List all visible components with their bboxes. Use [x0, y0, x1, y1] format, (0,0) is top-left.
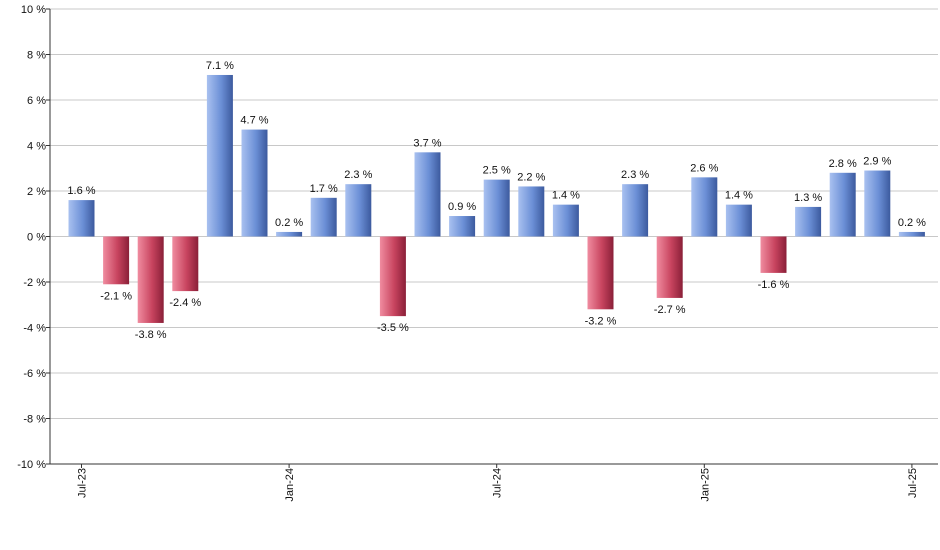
- data-label: 2.3 %: [344, 169, 372, 181]
- y-tick-label: 2 %: [27, 186, 46, 198]
- y-tick-label: 4 %: [27, 141, 46, 153]
- bar: [414, 152, 441, 237]
- data-label: 1.4 %: [552, 190, 580, 202]
- data-labels: 1.6 % -2.1 % -3.8 % -2.4 % 7.1 % 4.7 % 0.2 % 1.…: [67, 60, 926, 341]
- data-label: 2.6 %: [690, 162, 718, 174]
- data-label: 2.5 %: [483, 165, 511, 177]
- x-tick-label: Jul-24: [492, 468, 504, 498]
- bar: [795, 206, 822, 237]
- y-tick-label: -10 %: [17, 459, 46, 471]
- data-label: 1.4 %: [725, 190, 753, 202]
- bar: [241, 129, 268, 237]
- bars: [68, 74, 925, 323]
- bar: [656, 236, 683, 298]
- data-label: 2.3 %: [621, 169, 649, 181]
- bar: [725, 204, 752, 237]
- x-tick-label: Jul-23: [77, 468, 89, 498]
- bar: [345, 184, 372, 237]
- bar: [552, 204, 579, 237]
- bar: [587, 236, 614, 310]
- data-label: -3.5 %: [377, 322, 409, 334]
- axes: 10 % 8 % 6 % 4 % 2 % 0 % -2 % -4 % -6 % -8 % -10 %…: [17, 4, 938, 502]
- bar: [449, 216, 476, 237]
- y-tick-label: -4 %: [23, 323, 46, 335]
- data-label: 2.8 %: [829, 158, 857, 170]
- data-label: -2.4 %: [169, 297, 201, 309]
- data-label: -3.2 %: [585, 315, 617, 327]
- data-label: 7.1 %: [206, 60, 234, 72]
- y-tick-label: -8 %: [23, 414, 46, 426]
- data-label: 2.9 %: [863, 156, 891, 168]
- data-label: -1.6 %: [758, 279, 790, 291]
- bar: [622, 184, 649, 237]
- bar: [379, 236, 406, 317]
- bar: [310, 197, 337, 237]
- y-tick-label: 8 %: [27, 50, 46, 62]
- data-label: 1.6 %: [67, 185, 95, 197]
- bar: [864, 170, 891, 237]
- bar: [206, 74, 233, 237]
- data-label: 4.7 %: [240, 115, 268, 127]
- y-tick-label: 6 %: [27, 95, 46, 107]
- bar: [103, 236, 130, 285]
- data-label: 1.3 %: [794, 192, 822, 204]
- y-tick-label: 0 %: [27, 232, 46, 244]
- data-label: -3.8 %: [135, 329, 167, 341]
- x-tick-label: Jan-24: [284, 468, 296, 502]
- y-tick-label: -6 %: [23, 368, 46, 380]
- bar: [172, 236, 199, 292]
- data-label: 3.7 %: [413, 137, 441, 149]
- bar: [898, 231, 925, 237]
- bar: [483, 179, 510, 237]
- data-label: -2.7 %: [654, 304, 686, 316]
- data-label: 0.2 %: [898, 217, 926, 229]
- bar: [518, 186, 545, 237]
- bar: [691, 177, 718, 237]
- y-tick-label: -2 %: [23, 277, 46, 289]
- y-tick-label: 10 %: [21, 4, 46, 16]
- data-label: -2.1 %: [100, 290, 132, 302]
- data-label: 0.9 %: [448, 201, 476, 213]
- bar: [760, 236, 787, 273]
- data-label: 0.2 %: [275, 217, 303, 229]
- x-tick-label: Jan-25: [699, 468, 711, 502]
- x-tick-label: Jul-25: [907, 468, 919, 498]
- bar: [68, 200, 95, 237]
- bar: [137, 236, 164, 323]
- bar: [276, 231, 303, 237]
- bar: [829, 172, 856, 237]
- data-label: 1.7 %: [310, 183, 338, 195]
- data-label: 2.2 %: [517, 171, 545, 183]
